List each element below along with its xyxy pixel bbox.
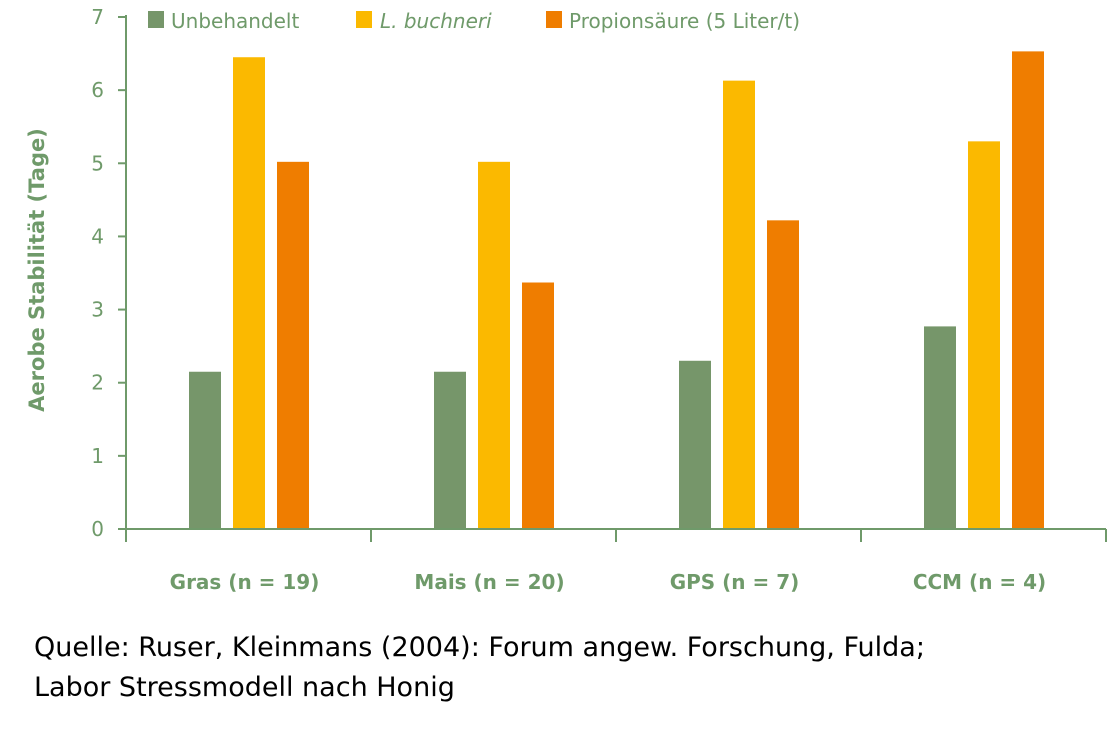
- y-tick-label: 6: [91, 78, 104, 102]
- legend-swatch-3: [546, 11, 562, 28]
- x-category-label: GPS (n = 7): [670, 570, 800, 594]
- y-tick-label: 5: [91, 151, 104, 175]
- y-tick-label: 3: [91, 298, 104, 322]
- labels-layer: 0 1 2 3 4 5 6 7 Gras (n = 19) Mais (n = 20) GPS (n…: [25, 5, 1046, 594]
- legend-swatch-1: [148, 11, 164, 28]
- x-category-label: CCM (n = 4): [913, 570, 1046, 594]
- source-note: Quelle: Ruser, Kleinmans (2004): Forum a…: [34, 628, 925, 708]
- legend-label-3: Propionsäure (5 Liter/t): [569, 9, 800, 33]
- x-category-label: Mais (n = 20): [414, 570, 564, 594]
- y-tick-label: 2: [91, 371, 104, 395]
- legend: Unbehandelt L. buchneri Propionsäure (5 Li…: [148, 9, 800, 33]
- bar-1-2: [434, 371, 466, 529]
- bar-3-1: [277, 161, 309, 529]
- bars-layer: [189, 51, 1044, 530]
- bar-3-4: [1012, 51, 1044, 530]
- bar-2-3: [723, 80, 755, 530]
- y-tick-label: 1: [91, 444, 104, 468]
- bar-1-3: [679, 360, 711, 529]
- bar-2-2: [478, 161, 510, 529]
- y-tick-label: 4: [91, 224, 104, 248]
- axes-layer: [118, 15, 1107, 542]
- source-line-1: Quelle: Ruser, Kleinmans (2004): Forum a…: [34, 632, 925, 663]
- bar-1-1: [189, 371, 221, 529]
- source-line-2: Labor Stressmodell nach Honig: [34, 672, 455, 703]
- bar-3-2: [522, 282, 554, 529]
- x-category-label: Gras (n = 19): [170, 570, 320, 594]
- bar-3-3: [767, 220, 799, 529]
- bar-2-1: [233, 57, 265, 529]
- legend-swatch-2: [356, 11, 372, 28]
- bar-chart: 0 1 2 3 4 5 6 7 Gras (n = 19) Mais (n = 20) GPS (n…: [25, 5, 1107, 594]
- y-axis-title: Aerobe Stabilität (Tage): [25, 128, 49, 412]
- y-tick-label: 0: [91, 517, 104, 541]
- bar-1-4: [924, 326, 956, 529]
- bar-2-4: [968, 141, 1000, 530]
- legend-label-2: L. buchneri: [380, 9, 492, 33]
- legend-label-1: Unbehandelt: [171, 9, 299, 33]
- y-tick-label: 7: [91, 5, 104, 29]
